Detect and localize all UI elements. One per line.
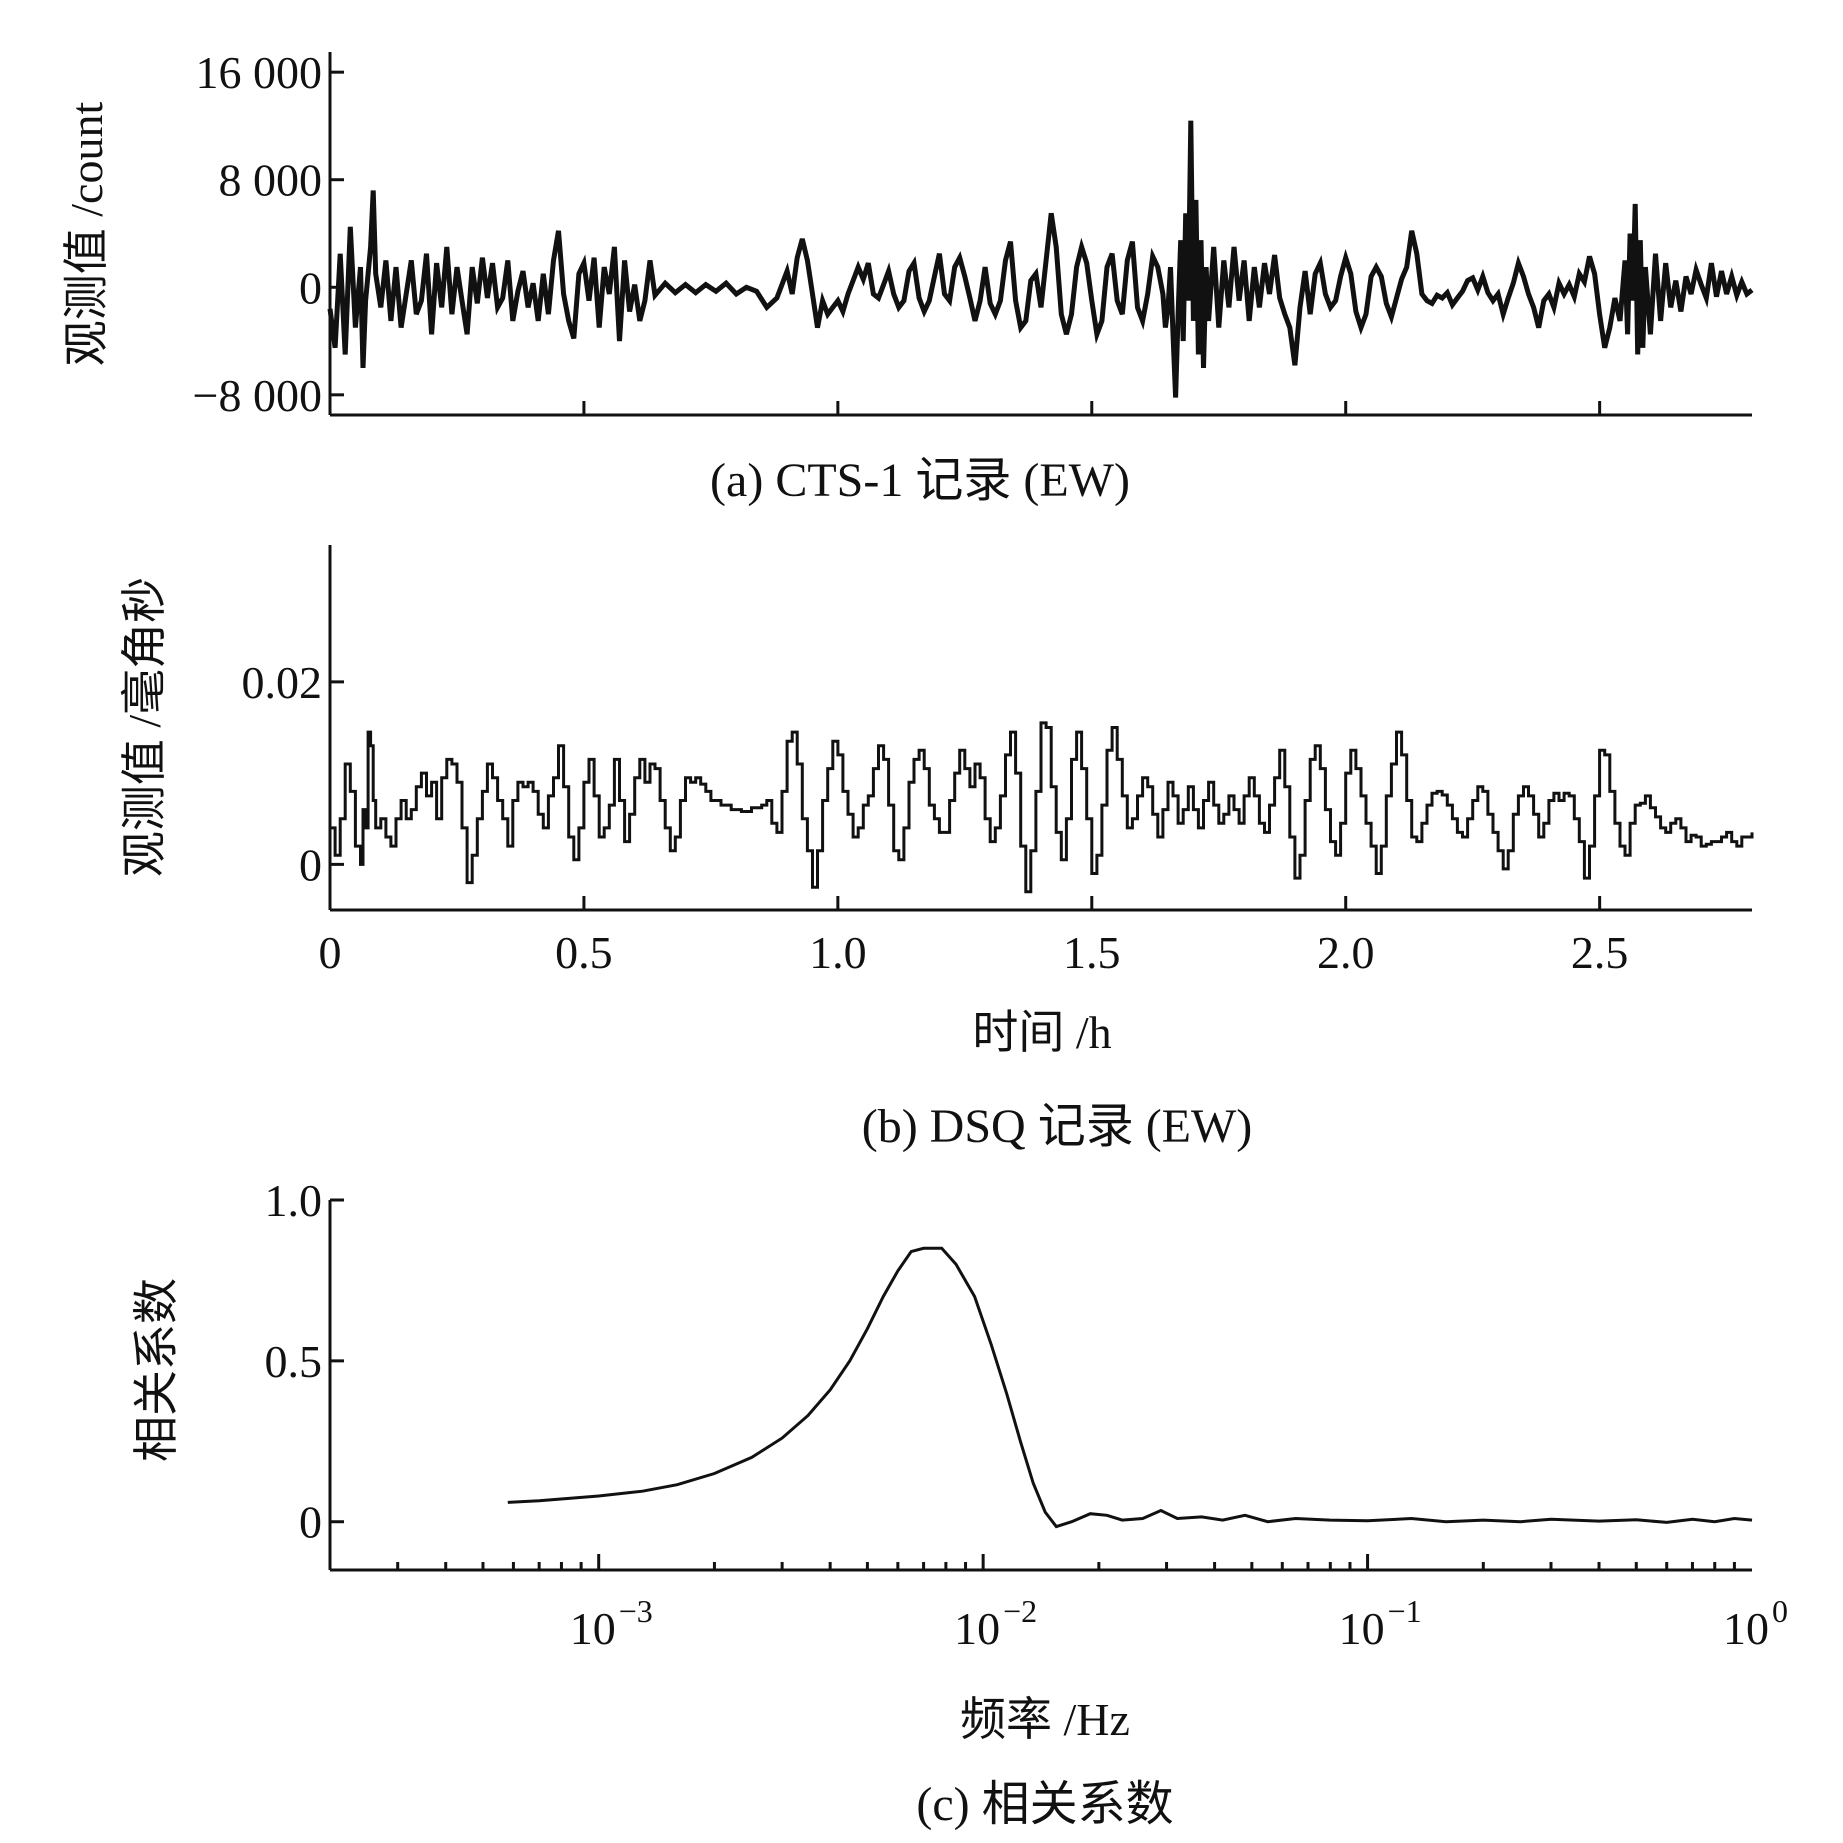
x-tick-label-c-2: 10 −1 xyxy=(1339,1593,1422,1654)
caption-a: (a) CTS-1 记录 (EW) xyxy=(710,454,1130,507)
y-ticks-c: 1.0 0.5 0 xyxy=(265,1175,344,1548)
x-tick-label-c-3: 10 0 xyxy=(1723,1593,1788,1654)
x-tick-label-c-0: 10 −3 xyxy=(570,1593,653,1654)
caption-b: (b) DSQ 记录 (EW) xyxy=(862,1100,1253,1153)
x-tick-label-b-3: 1.5 xyxy=(1063,927,1121,978)
x-tick-label-b-2: 1.0 xyxy=(809,927,867,978)
panel-a: 16 000 8 000 0 −8 000 观测值 /count (a) CTS-1 … xyxy=(61,47,1754,507)
x-tick-label-b-4: 2.0 xyxy=(1317,927,1375,978)
ylabel-b: 观测值 /毫角秒 xyxy=(119,577,170,877)
xlabel-c: 频率 /Hz xyxy=(960,1694,1130,1745)
x-tick-base-c-0: 10 xyxy=(570,1603,616,1654)
x-tick-label-b-5: 2.5 xyxy=(1571,927,1629,978)
dsq-series-line xyxy=(330,721,1754,894)
y-tick-label-c-1: 0.5 xyxy=(265,1336,323,1387)
y-ticks-a: 16 000 8 000 0 −8 000 xyxy=(193,47,344,421)
x-tick-label-b-1: 0.5 xyxy=(555,927,613,978)
y-ticks-b: 0.02 0 xyxy=(242,657,344,890)
panel-c: 1.00.50 10 −3 10 −2 10 −1 10 0 相关系数 频率 /Hz (c) … xyxy=(131,1175,1788,1831)
panel-b: 0.02 0 0 0.5 1.0 1.5 2.0 2.5 观测值 /毫角秒 时间 /h (b… xyxy=(119,545,1754,1153)
x-tick-base-c-1: 10 xyxy=(954,1603,1000,1654)
x-tick-base-c-2: 10 xyxy=(1339,1603,1385,1654)
cts1-series-line xyxy=(327,120,1754,398)
y-tick-label-c-2: 0 xyxy=(299,1497,322,1548)
x-ticks-b: 0 0.5 1.0 1.5 2.0 2.5 xyxy=(319,896,1629,978)
x-tick-exp-c-3: 0 xyxy=(1772,1593,1788,1629)
xlabel-b: 时间 /h xyxy=(972,1007,1111,1058)
y-tick-label-a-1: 8 000 xyxy=(219,155,323,206)
y-tick-label-a-3: −8 000 xyxy=(193,370,322,421)
x-ticks-c: 10 −3 10 −2 10 −1 10 0 xyxy=(328,1554,1788,1654)
x-tick-label-c-1: 10 −2 xyxy=(954,1593,1037,1654)
y-tick-label-c-0: 1.0 xyxy=(265,1175,323,1226)
x-ticks-a xyxy=(582,401,1602,415)
ylabel-c: 相关系数 xyxy=(131,1278,182,1462)
x-tick-label-b-0: 0 xyxy=(319,927,342,978)
x-tick-exp-c-1: −2 xyxy=(1003,1593,1037,1629)
coherence-series-line xyxy=(507,1246,1753,1529)
x-tick-exp-c-2: −1 xyxy=(1388,1593,1422,1629)
y-tick-label-b-1: 0 xyxy=(299,839,322,890)
y-tick-label-a-0: 16 000 xyxy=(196,47,323,98)
x-tick-base-c-3: 10 xyxy=(1723,1603,1769,1654)
x-tick-exp-c-0: −3 xyxy=(619,1593,653,1629)
y-tick-label-b-0: 0.02 xyxy=(242,657,323,708)
ylabel-a: 观测值 /count xyxy=(61,102,112,367)
y-tick-label-a-2: 0 xyxy=(299,262,322,313)
caption-c: (c) 相关系数 xyxy=(916,1778,1173,1831)
